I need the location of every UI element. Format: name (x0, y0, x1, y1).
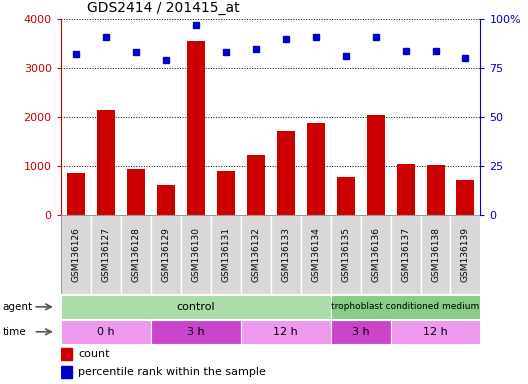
Bar (241, 215, 271, 294)
Text: time: time (3, 327, 26, 337)
Bar (457, 180, 475, 215)
Bar (331, 295, 480, 319)
Bar (97, 110, 115, 215)
Text: GSM136136: GSM136136 (371, 227, 380, 282)
Bar (187, 41, 205, 215)
Text: GSM136129: GSM136129 (161, 227, 170, 282)
Text: 12 h: 12 h (273, 327, 298, 337)
Text: GSM136127: GSM136127 (101, 227, 110, 282)
Bar (61, 320, 150, 344)
Text: GSM136137: GSM136137 (401, 227, 410, 282)
Text: GSM136134: GSM136134 (311, 227, 320, 282)
Bar (150, 215, 181, 294)
Text: GSM136126: GSM136126 (71, 227, 80, 282)
Bar (121, 215, 150, 294)
Text: 3 h: 3 h (187, 327, 204, 337)
Text: GSM136132: GSM136132 (251, 227, 260, 282)
Text: GDS2414 / 201415_at: GDS2414 / 201415_at (87, 2, 240, 15)
Text: GSM136139: GSM136139 (461, 227, 470, 282)
Bar (331, 215, 361, 294)
Bar (157, 185, 175, 215)
Bar (450, 215, 480, 294)
Text: agent: agent (3, 302, 33, 312)
Bar (127, 169, 145, 215)
Text: GSM136131: GSM136131 (221, 227, 230, 282)
Bar (247, 155, 265, 215)
Text: control: control (176, 302, 215, 312)
Text: GSM136138: GSM136138 (431, 227, 440, 282)
Bar (150, 320, 241, 344)
Bar (61, 215, 91, 294)
Text: trophoblast conditioned medium: trophoblast conditioned medium (332, 302, 479, 311)
Bar (397, 164, 414, 215)
Text: 3 h: 3 h (352, 327, 370, 337)
Text: GSM136128: GSM136128 (131, 227, 140, 282)
Bar (336, 177, 355, 215)
Bar (391, 320, 480, 344)
Bar (67, 174, 84, 215)
Text: GSM136133: GSM136133 (281, 227, 290, 282)
Bar (181, 215, 211, 294)
Bar (427, 165, 445, 215)
Bar (61, 348, 72, 360)
Bar (61, 366, 72, 378)
Bar (307, 124, 325, 215)
Text: count: count (78, 349, 110, 359)
Bar (300, 215, 331, 294)
Bar (277, 131, 295, 215)
Bar (216, 171, 234, 215)
Text: GSM136130: GSM136130 (191, 227, 200, 282)
Text: percentile rank within the sample: percentile rank within the sample (78, 367, 266, 377)
Bar (391, 215, 420, 294)
Bar (61, 295, 331, 319)
Bar (91, 215, 121, 294)
Bar (331, 320, 391, 344)
Bar (211, 215, 241, 294)
Text: 0 h: 0 h (97, 327, 115, 337)
Text: GSM136135: GSM136135 (341, 227, 350, 282)
Text: 12 h: 12 h (423, 327, 448, 337)
Bar (361, 215, 391, 294)
Bar (241, 320, 331, 344)
Bar (271, 215, 300, 294)
Bar (420, 215, 450, 294)
Bar (366, 115, 384, 215)
